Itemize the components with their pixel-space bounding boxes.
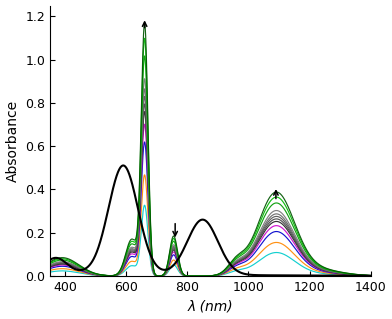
X-axis label: λ (nm): λ (nm) (187, 300, 233, 314)
Y-axis label: Absorbance: Absorbance (5, 100, 20, 182)
